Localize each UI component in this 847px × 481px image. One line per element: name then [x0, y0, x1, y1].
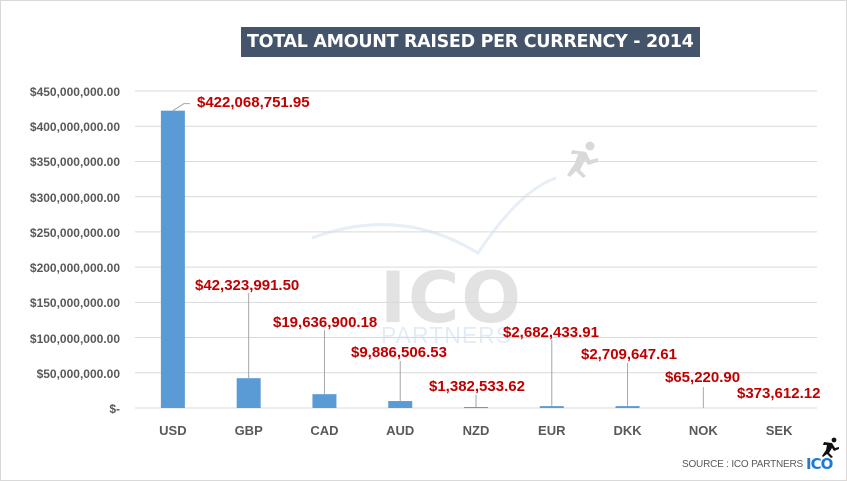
- y-tick-label: $150,000,000.00: [29, 296, 120, 311]
- watermark-subtitle: PARTNERS: [381, 322, 513, 348]
- y-tick-label: $450,000,000.00: [29, 85, 120, 99]
- data-label-nzd: $1,382,533.62: [429, 378, 525, 395]
- chart-title: TOTAL AMOUNT RAISED PER CURRENCY - 2014: [241, 27, 700, 57]
- x-tick-label: AUD: [386, 423, 415, 438]
- data-label-nok: $65,220.90: [665, 369, 741, 386]
- y-tick-label: $350,000,000.00: [29, 155, 120, 170]
- data-label-aud: $9,886,506.53: [351, 344, 447, 361]
- x-tick-label: USD: [159, 423, 187, 438]
- data-label-gbp: $42,323,991.50: [195, 277, 300, 294]
- y-tick-label: $300,000,000.00: [29, 190, 120, 205]
- x-tick-label: EUR: [538, 423, 566, 438]
- y-tick-label: $-: [109, 402, 120, 416]
- x-tick-label: NOK: [688, 423, 718, 438]
- runner-watermark-icon: [567, 141, 598, 178]
- data-label-usd: $422,068,751.95: [197, 94, 310, 111]
- y-tick-label: $200,000,000.00: [29, 261, 120, 276]
- bar-eur[interactable]: [539, 406, 564, 408]
- bar-cad[interactable]: [312, 394, 337, 408]
- x-tick-label: SEK: [765, 423, 793, 438]
- bar-gbp[interactable]: [236, 378, 261, 408]
- y-tick-label: $400,000,000.00: [29, 120, 120, 135]
- source-note: SOURCE : ICO PARTNERS: [682, 459, 804, 470]
- bar-dkk[interactable]: [615, 406, 640, 408]
- leader-line: [172, 103, 190, 112]
- data-label-sek: $373,612.12: [737, 385, 821, 402]
- y-tick-label: $100,000,000.00: [29, 331, 120, 346]
- bar-aud[interactable]: [388, 401, 413, 408]
- x-tick-label: DKK: [613, 423, 642, 438]
- x-tick-label: CAD: [310, 423, 339, 438]
- data-label-eur: $2,682,433.91: [503, 324, 599, 341]
- data-label-cad: $19,636,900.18: [273, 314, 378, 331]
- bar-usd[interactable]: [160, 110, 185, 408]
- x-tick-label: GBP: [234, 423, 263, 438]
- data-label-dkk: $2,709,647.61: [581, 346, 677, 363]
- watermark-logo: ICO: [380, 257, 523, 339]
- y-tick-label: $250,000,000.00: [29, 225, 120, 240]
- footer-logo: ICO: [806, 455, 833, 473]
- y-tick-label: $50,000,000.00: [36, 366, 120, 381]
- bar-nzd[interactable]: [464, 407, 488, 409]
- x-tick-label: NZD: [462, 423, 490, 438]
